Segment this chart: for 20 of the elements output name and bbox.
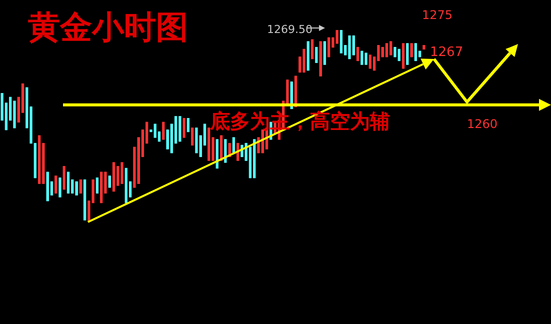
- candlestick: [310, 39, 314, 60]
- text: 1267: [430, 45, 464, 60]
- candlestick: [327, 37, 330, 58]
- text: 1275: [422, 8, 453, 22]
- candlestick: [385, 43, 388, 58]
- candlestick: [394, 46, 396, 58]
- candlestick: [108, 175, 111, 188]
- chart-title: 黄金小时图: [28, 7, 188, 48]
- candlestick: [340, 30, 343, 54]
- candlestick: [410, 42, 413, 58]
- candlestick: [79, 179, 82, 194]
- annotation: 1269.50: [267, 23, 312, 36]
- candlestick: [381, 46, 384, 58]
- candlestick: [75, 181, 78, 196]
- candlestick: [66, 172, 70, 194]
- candlestick: [96, 178, 99, 194]
- candlestick: [356, 46, 360, 62]
- candlestick: [398, 48, 400, 62]
- text: 1260: [467, 117, 498, 131]
- candlestick: [352, 35, 355, 56]
